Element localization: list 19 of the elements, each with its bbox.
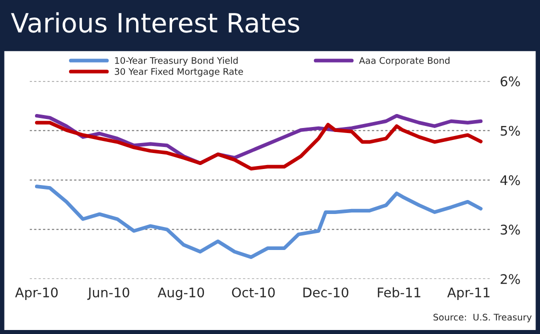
x-tick-label: Jun-10 [87,287,130,300]
x-tick-label: Apr-10 [15,287,58,300]
x-tick-label: Feb-11 [378,287,420,298]
x-tick-label: Oct-10 [232,287,275,298]
chart-title: Various Interest Rates [11,12,300,33]
legend-label: 30 Year Fixed Mortgage Rate [114,68,243,77]
y-tick-label: 5% [500,126,520,136]
y-tick-label: 3% [500,224,520,235]
legend-label: Aaa Corporate Bond [359,56,450,66]
y-tick-label: 2% [500,274,520,284]
y-tick-label: 6% [500,76,520,86]
legend-label: 10-Year Treasury Bond Yield [115,56,238,66]
line-series [35,184,483,259]
x-tick-label: Apr-11 [447,288,490,300]
x-tick-label: Aug-10 [158,287,204,300]
x-tick-label: Dec-10 [303,287,348,298]
line-series [35,120,483,170]
source-note: Source: U.S. Treasury [434,314,532,322]
y-tick-label: 4% [500,175,520,186]
